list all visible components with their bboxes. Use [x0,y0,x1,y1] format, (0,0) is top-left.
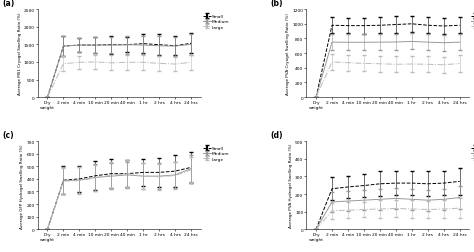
Y-axis label: Average PVA Hydrogel Swelling Ratio (%): Average PVA Hydrogel Swelling Ratio (%) [289,143,293,228]
Y-axis label: Average MS1 Cryogel Swelling Ratio (%): Average MS1 Cryogel Swelling Ratio (%) [18,13,21,95]
Legend: Small, Medium, Large: Small, Medium, Large [471,146,474,161]
Y-axis label: Average GFP Hydrogel Swelling Ratio (%): Average GFP Hydrogel Swelling Ratio (%) [20,143,24,228]
Text: (b): (b) [271,0,283,8]
Legend: Small, Medium, Large: Small, Medium, Large [202,146,230,161]
Text: (c): (c) [2,131,14,140]
Text: (a): (a) [2,0,14,8]
Legend: Small, Medium, Large: Small, Medium, Large [471,14,474,30]
Legend: Small, Medium, Large: Small, Medium, Large [202,14,230,30]
Text: (d): (d) [271,131,283,140]
Y-axis label: Average PVA Cryogel Swelling Ratio (%): Average PVA Cryogel Swelling Ratio (%) [286,13,290,95]
